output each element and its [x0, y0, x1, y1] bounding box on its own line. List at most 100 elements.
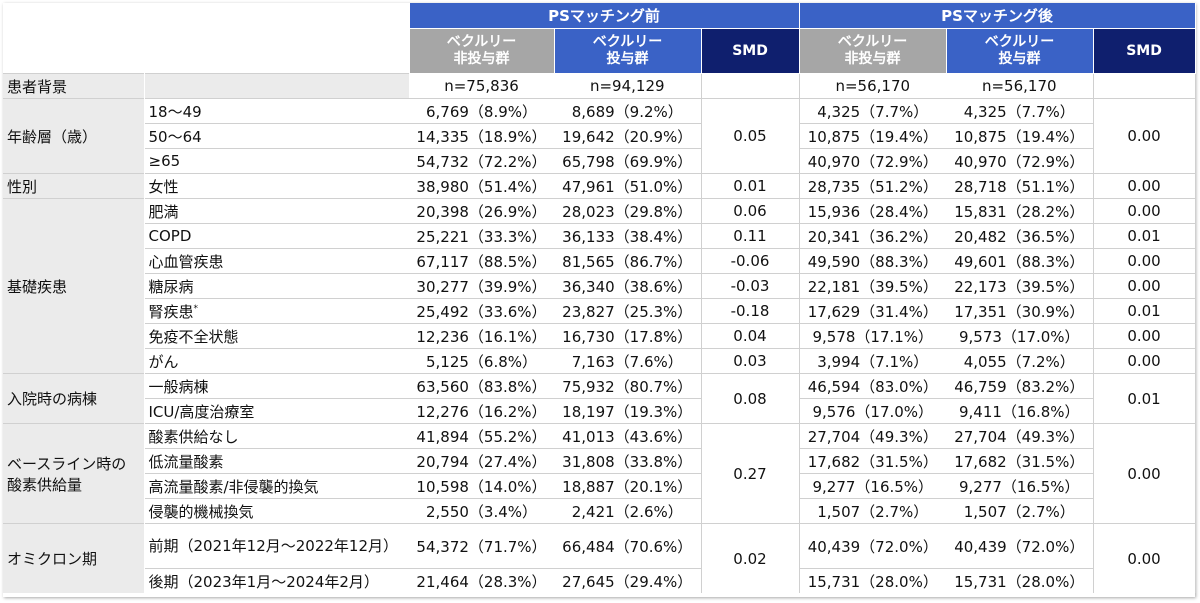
subcategory-label: COPD [144, 223, 409, 249]
header-after-matching: PSマッチング後 [798, 3, 1196, 29]
cell-value: 46,594（83.0%） [799, 373, 947, 399]
header-spacer [3, 3, 409, 29]
header-label: ベクルリー [446, 34, 517, 50]
cell-value: 15,731（28.0%） [946, 568, 1094, 593]
subcategory-label: 前期（2021年12月～2022年12月） [144, 523, 409, 569]
cell-value: 67,117（88.5%） [409, 248, 554, 274]
table-row: 免疫不全状態 12,236（16.1%） 16,730（17.8%） 0.04 … [3, 323, 1196, 349]
cell-value: 9,573（17.0%） [946, 323, 1094, 349]
smd-value: 0.01 [1092, 298, 1196, 324]
category-label: 基礎疾患 [3, 198, 145, 374]
table-row: 基礎疾患 肥満 20,398（26.9%） 28,023（29.8%） 0.06… [3, 198, 1196, 374]
cell-value: 41,013（43.6%） [554, 423, 701, 449]
header-label: 非投与群 [844, 51, 901, 67]
subcategory-label: 心血管疾患 [144, 248, 409, 274]
table-row: ベースライン時の 酸素供給量 酸素供給なし 41,894（55.2%） 41,01… [3, 423, 1196, 524]
cell-value: 4,055（7.2%） [946, 348, 1094, 374]
cell-value: 66,484（70.6%） [554, 523, 701, 569]
subcategory-label: 低流量酸素 [144, 448, 409, 474]
cell-value: 17,682（31.5%） [946, 448, 1094, 474]
smd-value: 0.01 [1092, 373, 1196, 424]
cell-value: 8,689（9.2%） [554, 98, 701, 124]
header-label: ベクルリー [837, 34, 908, 50]
table-row: 入院時の病棟 一般病棟 63,560（83.8%） 75,932（80.7%） … [3, 373, 1196, 424]
smd-value: 0.00 [1092, 98, 1196, 174]
cell-value: 49,590（88.3%） [799, 248, 947, 274]
cell-value: 28,718（51.1%） [946, 173, 1094, 199]
cell-value: 30,277（39.9%） [409, 273, 554, 299]
cell-value: n=56,170 [799, 73, 947, 99]
subcategory-label: 肥満 [144, 198, 409, 224]
cell-value: 10,875（19.4%） [946, 123, 1094, 149]
cell-value: 9,576（17.0%） [799, 398, 947, 424]
table-row: 侵襲的機械換気 2,550（3.4%） 2,421（2.6%） 1,507（2.… [3, 498, 1195, 524]
footnote-mark: * [193, 303, 199, 314]
cell-value: 75,932（80.7%） [554, 373, 701, 399]
cell-value: 36,133（38.4%） [554, 223, 701, 249]
category-text: ベースライン時の [7, 454, 127, 473]
cell-value: 81,565（86.7%） [554, 248, 701, 274]
cell-value: n=56,170 [946, 73, 1094, 99]
smd-value: -0.06 [700, 248, 800, 274]
table-row: 低流量酸素 20,794（27.4%） 31,808（33.8%） 17,682… [3, 448, 1195, 474]
smd-value: 0.00 [1092, 348, 1196, 374]
cell-value: 9,411（16.8%） [946, 398, 1094, 424]
smd-value: 0.01 [1092, 223, 1196, 249]
header-after-nonadmin: ベクルリー 非投与群 [798, 28, 947, 74]
table-row: オミクロン期 前期（2021年12月～2022年12月） 54,372（71.7… [3, 523, 1196, 593]
table-row: 50～64 14,335（18.9%） 19,642（20.9%） 10,875… [3, 123, 1195, 149]
category-label: 性別 [3, 173, 145, 199]
subcategory-label: 女性 [144, 173, 409, 199]
subcategory-label: 後期（2023年1月～2024年2月） [144, 568, 409, 593]
cell-value: 20,341（36.2%） [799, 223, 947, 249]
header-after-smd: SMD [1092, 28, 1196, 74]
cell-value: 1,507（2.7%） [799, 498, 947, 524]
smd-value [1092, 73, 1196, 99]
header-after-admin: ベクルリー 投与群 [945, 28, 1094, 74]
smd-value: 0.00 [1092, 248, 1196, 274]
subcategory-label: 腎疾患* [144, 298, 409, 324]
cell-value: 28,735（51.2%） [799, 173, 947, 199]
header-label: 投与群 [606, 51, 649, 67]
table-row: COPD 25,221（33.3%） 36,133（38.4%） 0.11 20… [3, 223, 1196, 249]
smd-value: 0.00 [1092, 523, 1196, 593]
cell-value: 15,731（28.0%） [799, 568, 947, 593]
table-row: 後期（2023年1月～2024年2月） 21,464（28.3%） 27,645… [3, 568, 1195, 593]
cell-value: 36,340（38.6%） [554, 273, 701, 299]
smd-value: 0.00 [1092, 273, 1196, 299]
cell-value: 2,550（3.4%） [409, 498, 554, 524]
cell-value: 63,560（83.8%） [409, 373, 554, 399]
cell-value: 9,277（16.5%） [946, 473, 1094, 499]
table-row: がん 5,125（6.8%） 7,163（7.6%） 0.03 3,994（7.… [3, 348, 1196, 374]
cell-value: 17,351（30.9%） [946, 298, 1094, 324]
cell-value: 40,970（72.9%） [946, 148, 1094, 174]
subcategory-label: 50～64 [144, 123, 409, 149]
cell-value: 27,645（29.4%） [554, 568, 701, 593]
smd-value: 0.00 [1092, 423, 1196, 524]
cell-value: 25,221（33.3%） [409, 223, 554, 249]
smd-value: 0.27 [700, 423, 800, 524]
table-row: ≥65 54,732（72.2%） 65,798（69.9%） 40,970（7… [3, 148, 1195, 174]
cell-value: 28,023（29.8%） [554, 198, 701, 224]
smd-value [700, 73, 800, 99]
subcategory-label: 酸素供給なし [144, 423, 409, 449]
cell-value: 7,163（7.6%） [554, 348, 701, 374]
header-label: ベクルリー [984, 34, 1055, 50]
category-text: 酸素供給量 [7, 475, 83, 494]
cell-value: 20,794（27.4%） [409, 448, 554, 474]
smd-value: 0.03 [700, 348, 800, 374]
smd-value: -0.03 [700, 273, 800, 299]
cell-value: 23,827（25.3%） [554, 298, 701, 324]
cell-value: 3,994（7.1%） [799, 348, 947, 374]
cell-value: 31,808（33.8%） [554, 448, 701, 474]
subcategory-label: 18～49 [144, 98, 409, 124]
cell-value: 10,598（14.0%） [409, 473, 554, 499]
subcategory-label: ≥65 [144, 148, 409, 174]
cell-value: 19,642（20.9%） [554, 123, 701, 149]
cell-value: 10,875（19.4%） [799, 123, 947, 149]
ps-matching-table: PSマッチング前 PSマッチング後 ベクルリー 非投与群 ベクルリー 投与群 SMD… [3, 3, 1196, 593]
subcategory-label: 侵襲的機械換気 [144, 498, 409, 524]
smd-value: 0.05 [700, 98, 800, 174]
header-before-matching: PSマッチング前 [408, 3, 800, 29]
category-label: ベースライン時の 酸素供給量 [3, 423, 145, 524]
